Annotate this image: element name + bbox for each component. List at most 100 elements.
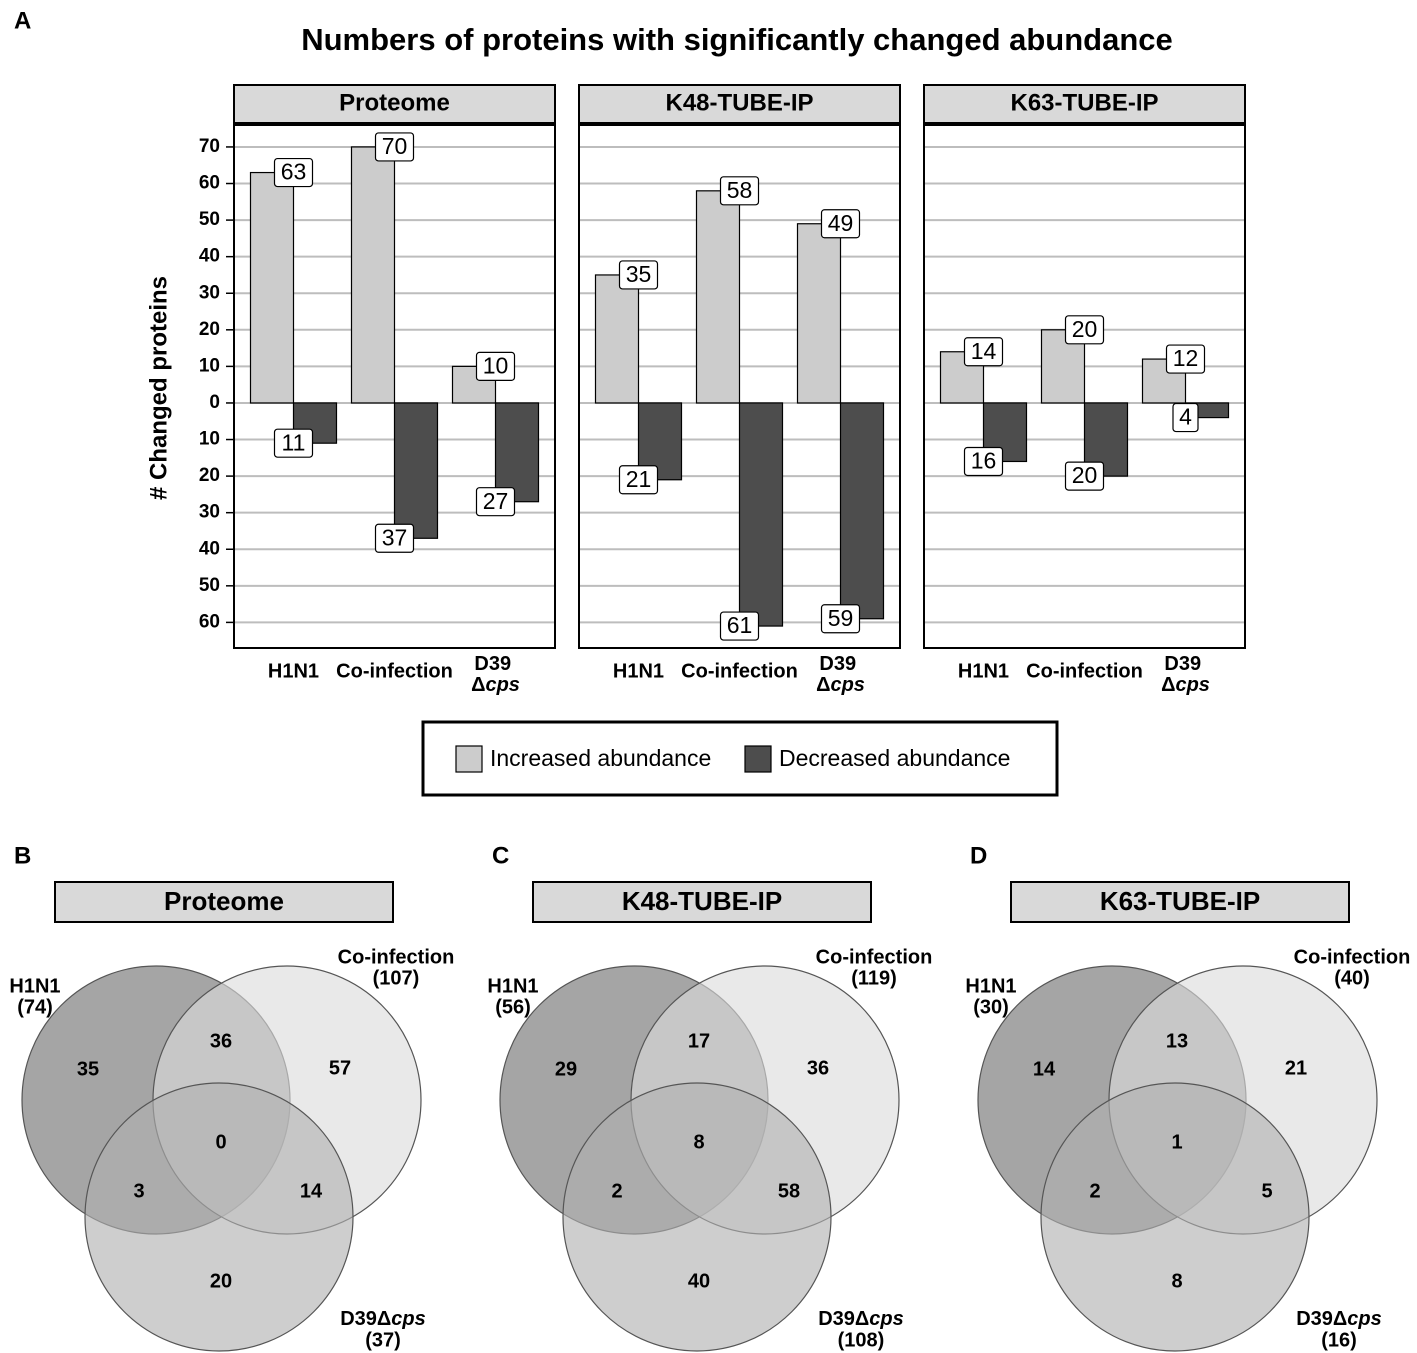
venn-region-count: 36 [210, 1030, 232, 1052]
value-label-box [273, 157, 314, 188]
venn-region-count: 13 [1166, 1030, 1188, 1052]
venn-title-box [54, 881, 394, 923]
venn-region-count: 36 [807, 1057, 829, 1079]
y-tick-label: 50 [199, 575, 220, 596]
venn-set-count: (37) [365, 1329, 401, 1351]
value-label-box [273, 428, 314, 458]
legend-box [421, 720, 1059, 797]
facet-strip [578, 84, 901, 124]
x-tick-label: D39 Δcps [471, 653, 520, 696]
value-label-box [1064, 315, 1105, 345]
value-label-box [963, 337, 1004, 367]
venn-set-name: H1N1 [487, 975, 538, 997]
venn-region-count: 1 [1171, 1131, 1182, 1153]
facet-title: K48-TUBE-IP [665, 89, 813, 116]
panel-label: B [14, 842, 31, 869]
value-label: 11 [282, 429, 306, 455]
venn-region-count: 17 [688, 1030, 710, 1052]
value-label: 49 [828, 210, 854, 236]
venn-set-count: (108) [838, 1329, 885, 1351]
bar [350, 146, 396, 404]
venn-title: K48-TUBE-IP [622, 886, 782, 916]
value-label-box [1165, 344, 1206, 374]
venn-set-count: (40) [1334, 967, 1370, 989]
value-label: 4 [1179, 404, 1192, 430]
venn-region-count: 35 [77, 1058, 99, 1080]
panel-label: C [492, 842, 509, 869]
value-label: 63 [281, 159, 307, 185]
value-label: 58 [727, 177, 753, 203]
value-label: 59 [828, 605, 854, 631]
value-label-box [618, 260, 659, 290]
venn-title-box [532, 881, 872, 923]
venn-set-name: D39Δcps [818, 1308, 904, 1330]
facet: K48-TUBE-IP 35 21 H1N1 58 61 Co-infection 49 59 D… [578, 84, 901, 696]
x-tick-label: H1N1 [958, 660, 1009, 682]
venn-diagram: C K48-TUBE-IP H1N1(56) Co-infection(119) D39… [487, 842, 932, 1352]
y-tick-label: 20 [199, 465, 220, 486]
legend-swatch [455, 745, 483, 773]
x-tick-label: Co-infection [681, 660, 798, 682]
bar [249, 171, 295, 404]
venn-set-name: H1N1 [965, 975, 1016, 997]
value-label: 61 [727, 612, 753, 638]
y-tick-label: 60 [199, 611, 220, 632]
x-tick-label: H1N1 [268, 660, 319, 682]
value-label: 70 [382, 133, 408, 159]
y-tick-label: 40 [199, 246, 220, 267]
y-tick-label: 50 [199, 209, 220, 230]
venn-set-name: Co-infection [1294, 946, 1411, 968]
legend-label: Decreased abundance [779, 745, 1010, 771]
value-label-box [618, 465, 659, 495]
y-tick-label: 40 [199, 538, 220, 559]
x-tick-label: D39 Δcps [816, 653, 865, 696]
venn-region-count: 21 [1285, 1057, 1307, 1079]
panel-label: A [14, 7, 31, 34]
venn-region-count: 29 [555, 1058, 577, 1080]
venn-set-name: D39Δcps [340, 1308, 426, 1330]
value-label-box [374, 523, 415, 553]
x-tick-label: Co-infection [336, 660, 453, 682]
y-tick-label: 0 [209, 392, 220, 413]
venn-region-count: 3 [133, 1180, 144, 1202]
value-label: 14 [971, 338, 997, 364]
venn-region-count: 40 [688, 1270, 710, 1292]
facet-strip [233, 84, 556, 124]
venn-set-count: (107) [373, 967, 420, 989]
venn-region-count: 20 [210, 1270, 232, 1292]
value-label-box [719, 611, 760, 641]
value-label-box [820, 604, 861, 634]
venn-title: Proteome [164, 886, 284, 916]
value-label-box [475, 487, 516, 517]
bar [594, 274, 640, 404]
bar [695, 190, 741, 404]
value-label: 10 [483, 352, 509, 378]
bar [839, 402, 885, 620]
value-label: 35 [626, 261, 652, 287]
y-axis-label: # Changed proteins [145, 276, 172, 500]
bar [393, 402, 439, 539]
venn-title: K63-TUBE-IP [1100, 886, 1260, 916]
x-tick-label: H1N1 [613, 660, 664, 682]
y-tick-label: 10 [199, 429, 220, 450]
value-label-box [1064, 461, 1105, 491]
value-label-box [374, 132, 415, 162]
venn-region-count: 58 [778, 1180, 800, 1202]
value-label: 27 [483, 488, 509, 514]
legend-swatch [744, 745, 772, 773]
chart-title: Numbers of proteins with significantly c… [301, 22, 1173, 57]
y-tick-label: 30 [199, 282, 220, 303]
bar [796, 223, 842, 404]
venn-region-count: 8 [1171, 1270, 1182, 1292]
venn-set-name: Co-infection [338, 946, 455, 968]
venn-region-count: 8 [693, 1131, 704, 1153]
venn-region-count: 0 [215, 1131, 226, 1153]
value-label-box [820, 209, 861, 239]
venn-circle [1040, 1082, 1310, 1352]
value-label: 20 [1072, 316, 1098, 342]
venn-region-count: 5 [1261, 1180, 1272, 1202]
facet-strip [923, 84, 1246, 124]
value-label: 37 [382, 524, 408, 550]
facet-title: Proteome [339, 89, 450, 116]
